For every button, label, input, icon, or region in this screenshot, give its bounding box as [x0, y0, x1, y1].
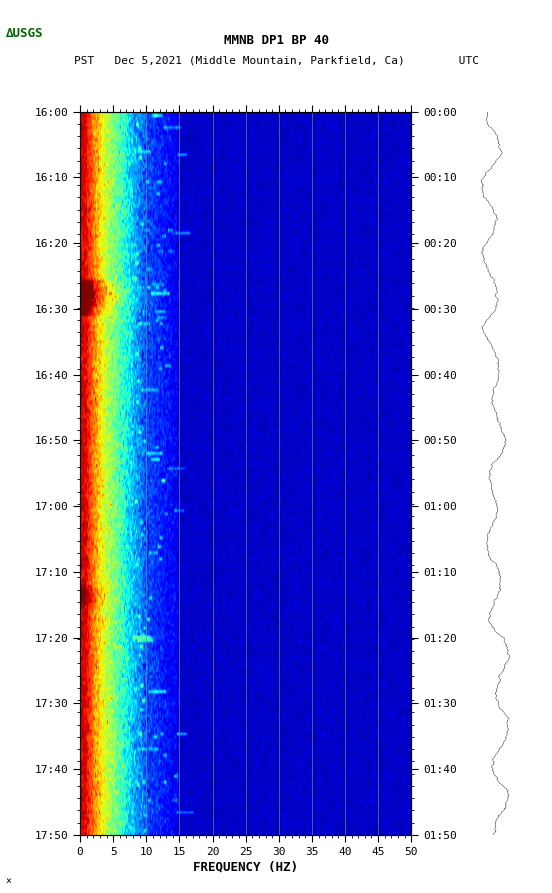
X-axis label: FREQUENCY (HZ): FREQUENCY (HZ)	[193, 861, 298, 874]
Text: PST   Dec 5,2021 (Middle Mountain, Parkfield, Ca)        UTC: PST Dec 5,2021 (Middle Mountain, Parkfie…	[73, 55, 479, 66]
Text: ∆USGS: ∆USGS	[6, 28, 43, 40]
Text: MMNB DP1 BP 40: MMNB DP1 BP 40	[224, 34, 328, 46]
Text: ×: ×	[6, 876, 12, 886]
